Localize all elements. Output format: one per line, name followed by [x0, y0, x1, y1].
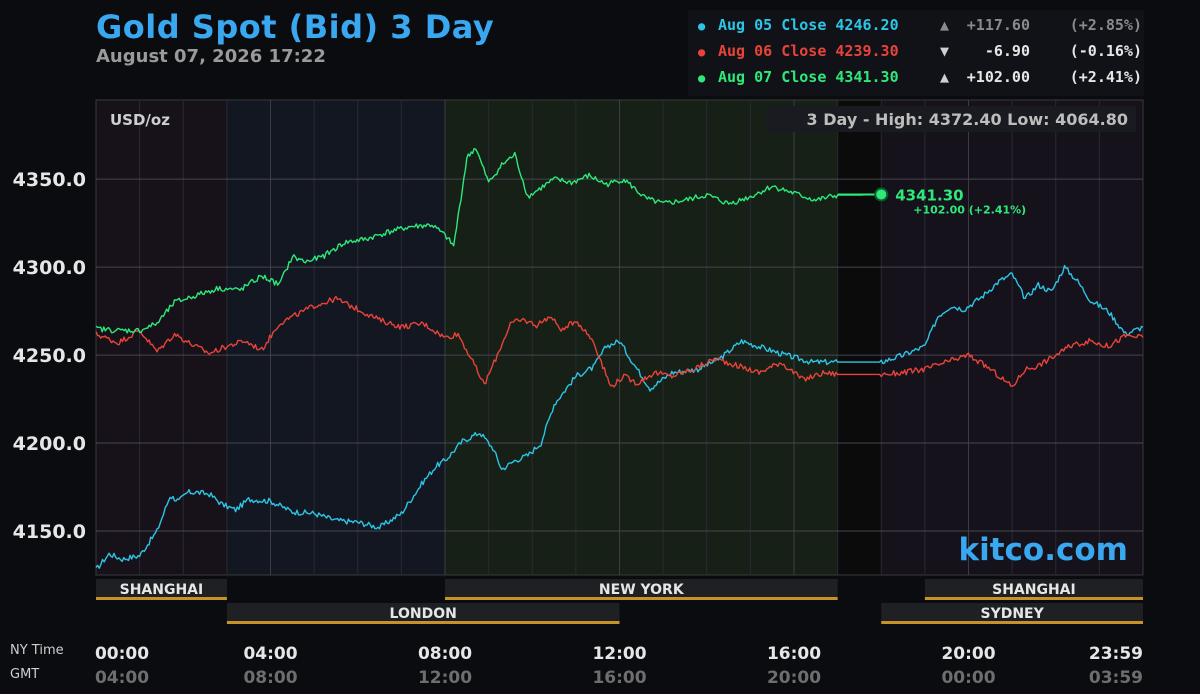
x-tick-label-gmt: 08:00 [243, 668, 297, 688]
session-bar-line [96, 597, 227, 600]
close-percent: (+2.85%) [1069, 16, 1142, 34]
session-band [96, 100, 227, 575]
series-line-aug-05 [95, 264, 1144, 569]
x-tick-label-ny: 12:00 [592, 644, 646, 664]
close-label: Aug 07 Close 4341.30 [718, 68, 899, 86]
session-label: NEW YORK [599, 582, 685, 598]
y-tick-label: 4350.0 [13, 169, 86, 191]
chart-timestamp: August 07, 2026 17:22 [96, 46, 326, 67]
close-percent: (+2.41%) [1069, 68, 1142, 86]
series-line-aug-07 [95, 147, 882, 334]
chart-grid [96, 100, 1143, 575]
session-bar-line [226, 621, 620, 624]
x-tick-label-gmt: 03:59 [1089, 668, 1143, 688]
session-bar-line [445, 597, 838, 600]
y-tick-label: 4250.0 [13, 345, 86, 367]
x-tick-label-gmt: 16:00 [592, 668, 646, 688]
close-row-aug06: ● Aug 06 Close 4239.30 ▼ -6.90 (-0.16%) [698, 42, 1142, 66]
session-band [445, 100, 838, 575]
y-tick-label: 4150.0 [13, 521, 86, 543]
y-tick-label: 4200.0 [13, 433, 86, 455]
current-change-label: +102.00 (+2.41%) [913, 203, 1026, 216]
series-marker-icon: ● [698, 45, 706, 59]
chart-overlay: USD/oz 3 Day - High: 4372.40 Low: 4064.8… [10, 106, 1136, 682]
session-bar-line [924, 597, 1143, 600]
session-label: LONDON [390, 606, 457, 622]
range-label: 3 Day - High: 4372.40 Low: 4064.80 [807, 110, 1128, 129]
current-price-label: 4341.30 [895, 186, 963, 204]
session-bars: SHANGHAI LONDON NEW YORK SHANGHAI SYDNEY [96, 579, 1143, 624]
x-tick-label-ny: 20:00 [941, 644, 995, 664]
x-tick-label-ny: 23:59 [1089, 644, 1143, 664]
session-label: SHANGHAI [120, 582, 204, 598]
chart-title: Gold Spot (Bid) 3 Day [96, 8, 495, 46]
x-tick-label-ny: 00:00 [95, 644, 149, 664]
session-bar-bg [226, 603, 620, 621]
x-tick-label-gmt: 12:00 [418, 668, 472, 688]
session-bar-bg [445, 579, 838, 597]
series-marker-icon: ● [698, 71, 706, 85]
session-bar-bg [96, 579, 227, 597]
unit-label: USD/oz [110, 111, 170, 129]
close-label: Aug 05 Close 4246.20 [718, 16, 899, 34]
close-change: +117.60 [966, 16, 1030, 34]
current-price-marker: 4341.30 +102.00 (+2.41%) [837, 186, 1026, 216]
series-marker-icon: ● [698, 19, 706, 33]
session-bar-bg [924, 579, 1143, 597]
session-label: SHANGHAI [992, 582, 1076, 598]
close-change: -6.90 [984, 42, 1030, 60]
gmt-label: GMT [10, 667, 39, 682]
session-band [837, 100, 882, 575]
session-bar-bg [881, 603, 1143, 621]
x-tick-label-gmt: 20:00 [767, 668, 821, 688]
x-tick-label-gmt: 04:00 [95, 668, 149, 688]
up-arrow-icon: ▲ [940, 68, 950, 86]
session-bar-line [881, 621, 1143, 624]
close-change: +102.00 [966, 68, 1030, 86]
close-percent: (-0.16%) [1069, 42, 1142, 60]
y-tick-label: 4300.0 [13, 257, 86, 279]
session-band [226, 100, 445, 575]
daily-close-legend: ● Aug 05 Close 4246.20 ▲ +117.60 (+2.85%… [688, 10, 1144, 96]
close-row-aug05: ● Aug 05 Close 4246.20 ▲ +117.60 (+2.85%… [698, 16, 1142, 40]
close-label: Aug 06 Close 4239.30 [718, 42, 899, 60]
down-arrow-icon: ▼ [940, 42, 950, 60]
x-tick-label-ny: 04:00 [243, 644, 297, 664]
watermark: kitco.com [959, 532, 1129, 568]
current-price-dot [874, 187, 889, 202]
x-tick-label-gmt: 00:00 [941, 668, 995, 688]
series-line-aug-06 [95, 295, 1144, 388]
x-tick-label-ny: 08:00 [418, 644, 472, 664]
range-box [766, 106, 1136, 132]
up-arrow-icon: ▲ [940, 16, 950, 34]
x-tick-label-ny: 16:00 [767, 644, 821, 664]
series-lines [95, 147, 1144, 569]
session-label: SYDNEY [980, 606, 1044, 622]
close-row-aug07: ● Aug 07 Close 4341.30 ▲ +102.00 (+2.41%… [698, 68, 1142, 92]
chart-axes: 4150.0 4200.0 4250.0 4300.0 4350.0 00:00 04:00… [13, 169, 1143, 688]
ny-time-label: NY Time [10, 643, 64, 658]
